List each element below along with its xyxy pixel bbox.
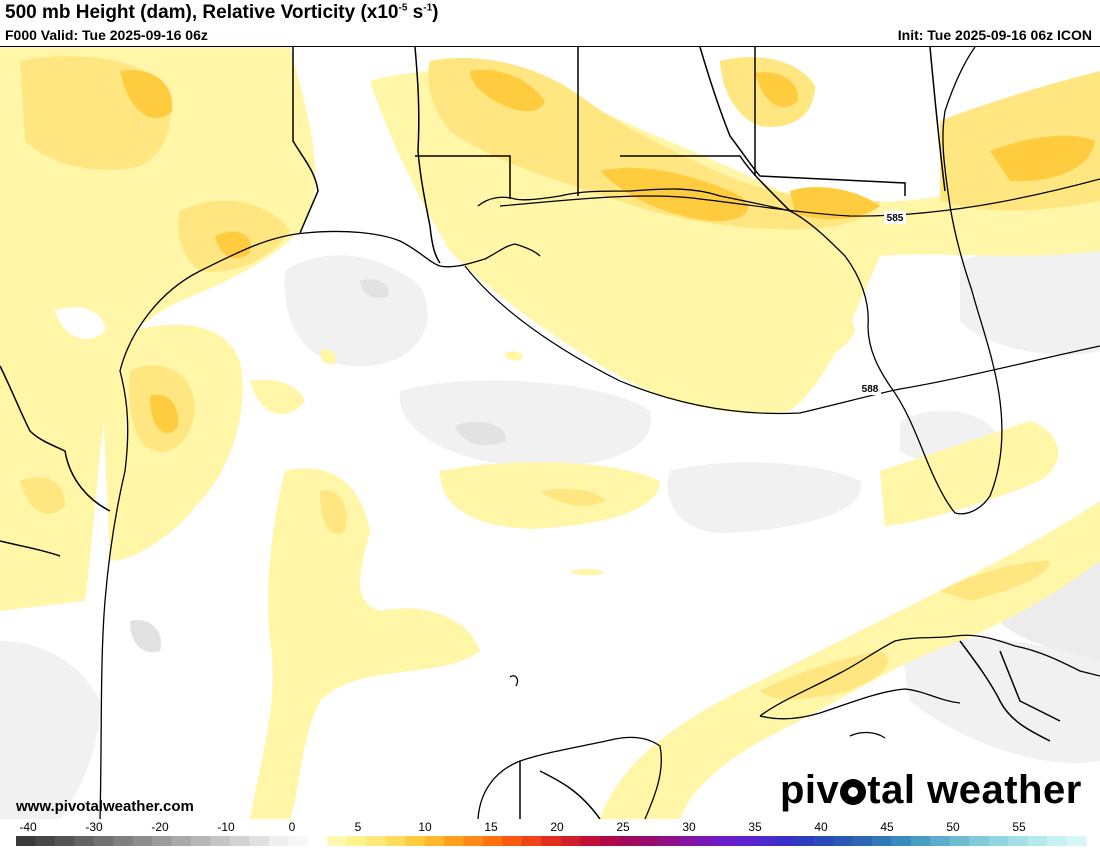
colorbar-swatch (969, 836, 990, 846)
colorbar-swatch (891, 836, 912, 846)
colorbar-swatch (424, 836, 445, 846)
colorbar-swatch (930, 836, 951, 846)
colorbar-swatch (307, 836, 328, 846)
colorbar-tick-label: -10 (217, 820, 235, 834)
colorbar-swatch (385, 836, 406, 846)
title-exponent-1: -5 (398, 2, 408, 14)
forecast-map[interactable]: 585 588 (0, 46, 1100, 819)
colorbar-swatch (249, 836, 270, 846)
colorbar-svg: -40 -30 -20 -10 0 5 10 15 20 25 30 35 40 45 50 55 (16, 820, 1087, 846)
colorbar-tick-label: 35 (748, 820, 762, 834)
colorbar-swatch (794, 836, 815, 846)
colorbar-swatch (405, 836, 426, 846)
coastlines (99, 47, 1100, 819)
colorbar-swatch (833, 836, 854, 846)
gear-icon (840, 779, 867, 805)
colorbar-swatch (560, 836, 581, 846)
colorbar-swatch (638, 836, 659, 846)
colorbar-tick-label: -20 (151, 820, 169, 834)
title-close: ) (432, 2, 439, 23)
map-canvas: 585 588 (0, 47, 1100, 819)
colorbar-tick-label: 30 (682, 820, 696, 834)
colorbar-swatch (852, 836, 873, 846)
init-time: Init: Tue 2025-09-16 06z ICON (897, 27, 1092, 43)
colorbar-swatch (774, 836, 795, 846)
colorbar-swatch (755, 836, 776, 846)
contour-label-585: 585 (887, 213, 904, 224)
state-borders (0, 47, 1061, 819)
colorbar-swatch (696, 836, 717, 846)
colorbar-swatch (677, 836, 698, 846)
colorbar-swatch (268, 836, 289, 846)
logo-text-right: tal weather (867, 768, 1082, 812)
colorbar-swatch (1066, 836, 1087, 846)
colorbar-swatch (988, 836, 1009, 846)
colorbar-swatch (541, 836, 562, 846)
title-text: 500 mb Height (dam), Relative Vorticity … (5, 2, 399, 23)
colorbar-tick-label: 15 (484, 820, 498, 834)
colorbar-swatch (599, 836, 620, 846)
colorbar-swatch (230, 836, 250, 846)
title-unit: s (407, 2, 424, 23)
height-contours (464, 178, 1100, 415)
colorbar-swatch (872, 836, 892, 846)
pivotal-weather-logo: piv tal weather (780, 768, 1082, 813)
contour-585 (499, 178, 1100, 217)
colorbar-tick-label: 40 (814, 820, 828, 834)
colorbar-swatch (1047, 836, 1068, 846)
colorbar-tick-label: -30 (85, 820, 103, 834)
colorbar-swatch (1008, 836, 1029, 846)
colorbar-swatch (366, 836, 387, 846)
colorbar-swatch (910, 836, 931, 846)
colorbar-swatch (521, 836, 542, 846)
colorbar-swatch (619, 836, 640, 846)
colorbar-swatch (658, 836, 678, 846)
positive-vorticity-shading (0, 47, 1100, 819)
colorbar-swatch (482, 836, 503, 846)
colorbar-swatch (191, 836, 212, 846)
colorbar-tick-label: 0 (289, 820, 296, 834)
colorbar-swatch (16, 836, 36, 846)
title-exponent-2: -1 (423, 2, 433, 14)
colorbar-swatch (210, 836, 231, 846)
colorbar-swatch (444, 836, 464, 846)
contour-588 (464, 265, 1100, 415)
colorbar-swatch (35, 836, 56, 846)
colorbar-tick-label: 5 (355, 820, 362, 834)
colorbar-swatch (327, 836, 348, 846)
colorbar-tick-label: 55 (1012, 820, 1026, 834)
colorbar-tick-label: 25 (616, 820, 630, 834)
contour-label-bg-585 (884, 211, 906, 224)
website-url[interactable]: www.pivotalweather.com (16, 798, 194, 815)
contour-label-bg-588 (859, 382, 881, 395)
map-title: 500 mb Height (dam), Relative Vorticity … (5, 2, 439, 24)
colorbar-swatch (735, 836, 756, 846)
colorbar-tick-label: -40 (19, 820, 37, 834)
colorbar-swatch (54, 836, 75, 846)
colorbar-swatch (288, 836, 309, 846)
colorbar-swatch (74, 836, 95, 846)
colorbar-tick-label: 45 (880, 820, 894, 834)
colorbar-swatch (346, 836, 367, 846)
colorbar-tick-label: 20 (550, 820, 564, 834)
colorbar-tick-label: 50 (946, 820, 960, 834)
colorbar-legend: -40 -30 -20 -10 0 5 10 15 20 25 30 35 40 45 50 55 (0, 818, 1100, 850)
valid-time: F000 Valid: Tue 2025-09-16 06z (5, 27, 208, 43)
colorbar-swatch (93, 836, 114, 846)
logo-text-left: piv (780, 768, 840, 812)
colorbar-swatch (171, 836, 192, 846)
colorbar-swatch (152, 836, 173, 846)
contour-label-588: 588 (862, 384, 879, 395)
colorbar-swatch (463, 836, 484, 846)
colorbar-swatch (716, 836, 737, 846)
colorbar-swatch (949, 836, 970, 846)
colorbar-swatch (1027, 836, 1048, 846)
colorbar-swatch (132, 836, 153, 846)
colorbar-swatch (113, 836, 134, 846)
colorbar-swatch (502, 836, 523, 846)
colorbar-swatch (813, 836, 834, 846)
colorbar-tick-label: 10 (418, 820, 432, 834)
colorbar-swatch (580, 836, 601, 846)
